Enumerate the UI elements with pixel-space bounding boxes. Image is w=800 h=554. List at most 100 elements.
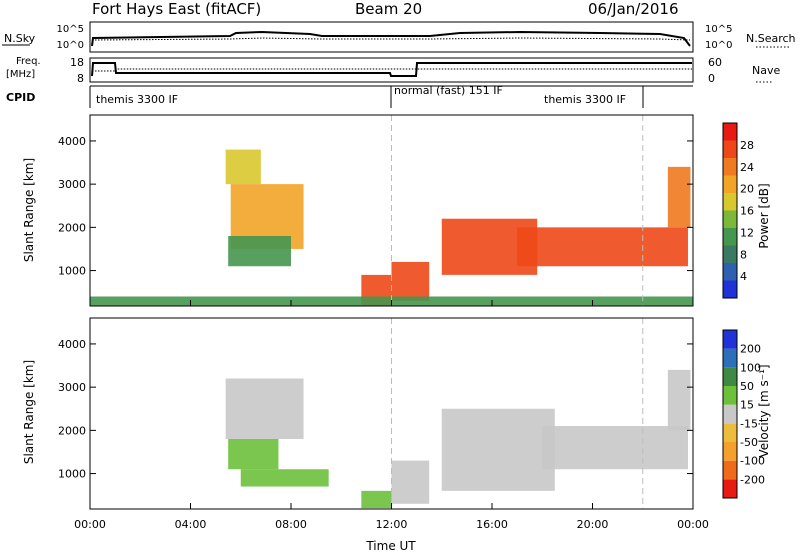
xtick-label-4: 16:00 [476, 518, 508, 531]
velocity-ytick-label-0: 1000 [58, 468, 86, 481]
nsky-tick-bottom: 10^0 [57, 40, 84, 51]
nave-trace [92, 68, 692, 72]
power-colorbar-swatch-0 [723, 280, 737, 298]
power-colorbar-swatch-2 [723, 245, 737, 263]
velocity-colorbar-tick-0: 200 [740, 343, 761, 356]
velocity-colorbar-tick-5: -50 [740, 436, 758, 449]
velocity-colorbar-swatch-1 [723, 460, 737, 480]
velocity-region-7 [667, 369, 691, 431]
power-colorbar-tick-6: 28 [740, 139, 754, 152]
velocity-colorbar-swatch-6 [723, 367, 737, 386]
nsearch-trace [91, 37, 691, 41]
velocity-colorbar-tick-6: -100 [740, 455, 765, 468]
xtick-label-6: 00:00 [677, 518, 709, 531]
beam-title: Beam 20 [355, 0, 422, 18]
power-colorbar-swatch-7 [723, 158, 737, 176]
velocity-ytick-label-3: 4000 [58, 338, 86, 351]
nsearch-label: N.Search [746, 32, 796, 45]
power-colorbar-frame [722, 122, 738, 299]
xtick-label-2: 08:00 [275, 518, 307, 531]
velocity-colorbar-label: Velocity [m s⁻¹] [757, 364, 771, 457]
xtick-label-5: 20:00 [577, 518, 609, 531]
velocity-colorbar-swatch-7 [723, 348, 737, 368]
power-region-7 [667, 166, 691, 228]
power-ytick-label-2: 3000 [58, 178, 86, 191]
velocity-colorbar-tick-3: 15 [740, 399, 754, 412]
velocity-colorbar-tick-2: 50 [740, 380, 754, 393]
power-colorbar: 4 8 12 16 20 24 28 [722, 122, 754, 299]
power-colorbar-swatch-6 [723, 175, 737, 193]
velocity-region-3 [361, 490, 392, 509]
power-ytick-label-0: 1000 [58, 265, 86, 278]
power-colorbar-swatch-9 [723, 123, 737, 141]
power-colorbar-tick-1: 8 [740, 248, 747, 261]
date-title: 06/Jan/2016 [588, 0, 679, 18]
cpid-label: CPID [6, 91, 35, 104]
velocity-region-6 [542, 426, 688, 470]
velocity-region-2 [240, 469, 329, 487]
velocity-region-5 [441, 408, 555, 491]
freq-trace [91, 62, 692, 77]
power-colorbar-swatch-4 [723, 210, 737, 228]
power-ytick-label-3: 4000 [58, 135, 86, 148]
freq-tick-top: 18 [70, 56, 84, 69]
power-colorbar-swatch-8 [723, 140, 737, 158]
power-region-6 [517, 227, 688, 267]
freq-tick-bottom: 8 [77, 72, 84, 85]
velocity-ylabel: Slant Range [km] [22, 360, 36, 464]
power-colorbar-swatch-1 [723, 263, 737, 281]
xtick-label-1: 04:00 [175, 518, 207, 531]
velocity-region-1 [228, 438, 279, 470]
power-colorbar-swatch-3 [723, 228, 737, 246]
velocity-colorbar-tick-1: 100 [740, 361, 761, 374]
nave-tick-bottom: 0 [708, 72, 715, 85]
velocity-colorbar-tick-7: -200 [740, 473, 765, 486]
velocity-ytick-label-2: 3000 [58, 381, 86, 394]
velocity-region-0 [225, 378, 304, 439]
power-ytick-label-1: 2000 [58, 221, 86, 234]
freq-label-line1: Freq. [16, 56, 41, 67]
velocity-colorbar: 200 100 50 15 -15 -50 -100 -200 [722, 329, 765, 499]
nsky-trace [91, 30, 691, 47]
power-ylabel: Slant Range [km] [22, 158, 36, 262]
velocity-colorbar-swatch-2 [723, 442, 737, 461]
power-colorbar-label: Power [dB] [757, 183, 771, 248]
station-title: Fort Hays East (fitACF) [92, 0, 261, 18]
freq-label-line2: [MHz] [6, 69, 35, 80]
velocity-region-4 [391, 460, 430, 504]
power-panel: 1000 2000 3000 4000 [58, 114, 694, 307]
nave-tick-top: 60 [708, 56, 722, 69]
velocity-colorbar-swatch-3 [723, 423, 737, 442]
nsky-panel-frame [89, 21, 694, 53]
freq-panel-frame [89, 57, 694, 83]
velocity-colorbar-frame [722, 329, 738, 499]
velocity-panel: 1000 2000 3000 4000 00:00 04:00 08:00 12:00 16:0… [58, 317, 709, 531]
xtick-label-0: 00:00 [74, 518, 106, 531]
cpid-segment-3: themis 3300 IF [544, 93, 626, 106]
power-colorbar-tick-5: 24 [740, 161, 754, 174]
velocity-colorbar-swatch-8 [723, 330, 737, 349]
power-colorbar-tick-2: 12 [740, 226, 754, 239]
velocity-colorbar-swatch-0 [723, 479, 737, 498]
power-colorbar-swatch-5 [723, 193, 737, 211]
nsky-label: N.Sky [4, 32, 36, 45]
power-colorbar-tick-4: 20 [740, 183, 754, 196]
power-colorbar-tick-3: 16 [740, 205, 754, 218]
velocity-colorbar-tick-4: -15 [740, 417, 758, 430]
power-colorbar-tick-0: 4 [740, 270, 747, 283]
nsky-tick-top: 10^5 [57, 24, 84, 35]
velocity-ytick-label-1: 2000 [58, 424, 86, 437]
nsearch-tick-bottom: 10^0 [705, 40, 732, 51]
power-region-2 [228, 235, 291, 267]
power-region-4 [391, 261, 430, 301]
cpid-segment-2: normal (fast) 151 IF [394, 84, 503, 97]
x-axis-title: Time UT [365, 539, 416, 553]
nsearch-tick-top: 10^5 [705, 24, 732, 35]
cpid-segment-1: themis 3300 IF [96, 93, 178, 106]
velocity-colorbar-swatch-4 [723, 404, 737, 424]
nave-label: Nave [752, 64, 780, 77]
xtick-label-3: 12:00 [376, 518, 408, 531]
velocity-colorbar-swatch-5 [723, 386, 737, 405]
